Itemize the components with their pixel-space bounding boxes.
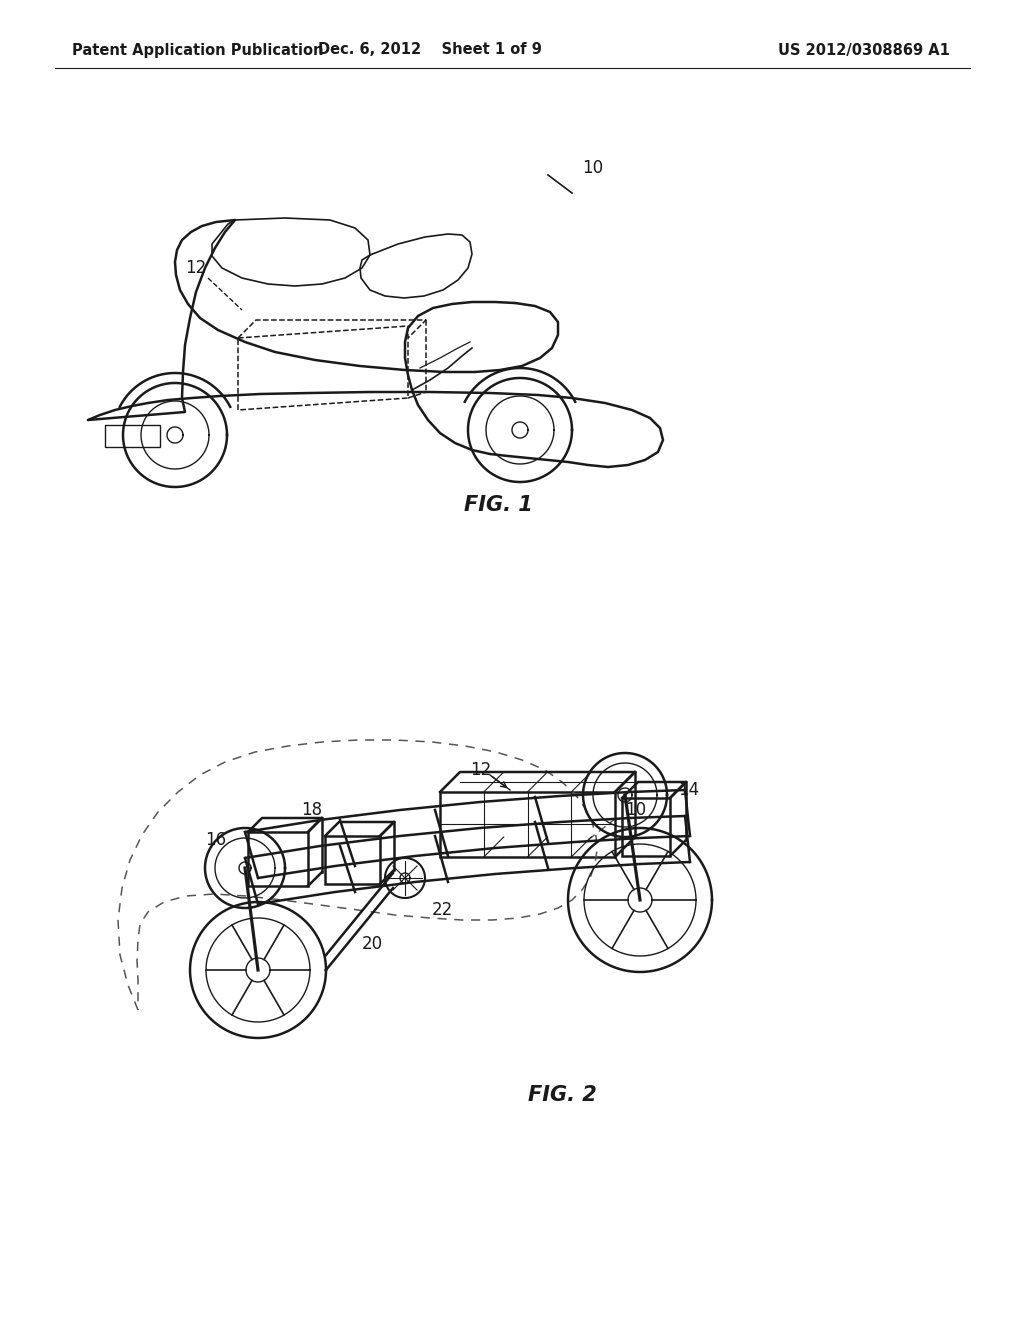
Text: 10: 10 xyxy=(582,158,603,177)
Text: 14: 14 xyxy=(678,781,699,799)
Text: Patent Application Publication: Patent Application Publication xyxy=(72,42,324,58)
Text: US 2012/0308869 A1: US 2012/0308869 A1 xyxy=(778,42,950,58)
Text: Dec. 6, 2012    Sheet 1 of 9: Dec. 6, 2012 Sheet 1 of 9 xyxy=(318,42,542,58)
Text: 18: 18 xyxy=(301,801,322,818)
Text: 10: 10 xyxy=(625,801,646,818)
Text: FIG. 2: FIG. 2 xyxy=(527,1085,596,1105)
Text: 16: 16 xyxy=(205,832,226,849)
Text: 22: 22 xyxy=(432,902,454,919)
Text: 12: 12 xyxy=(185,259,207,277)
Text: 12: 12 xyxy=(470,762,492,779)
Text: 20: 20 xyxy=(361,935,383,953)
Text: FIG. 1: FIG. 1 xyxy=(464,495,532,515)
